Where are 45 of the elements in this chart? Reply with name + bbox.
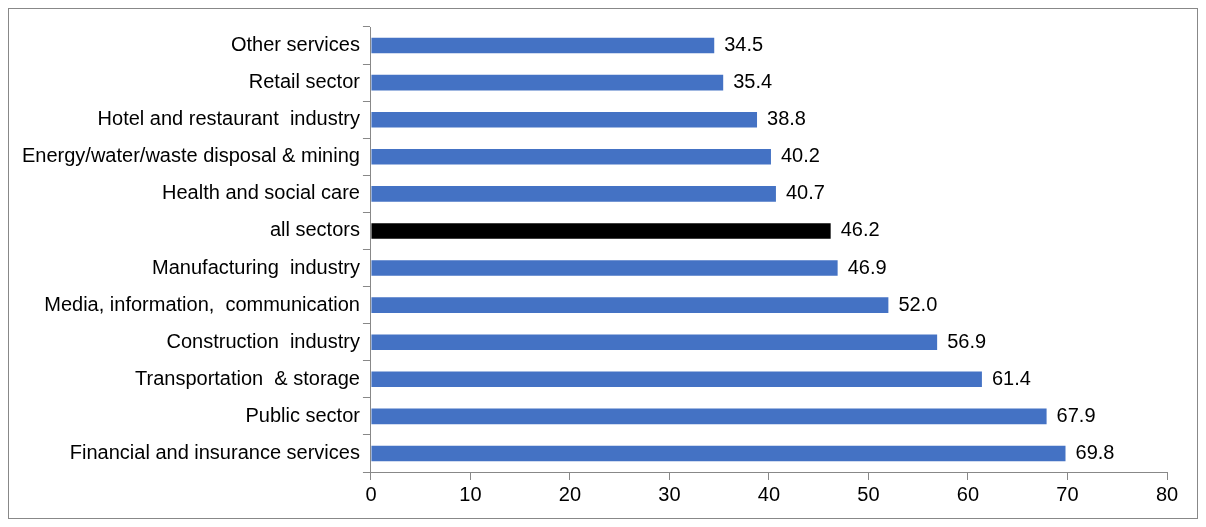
bar xyxy=(371,111,758,128)
bar xyxy=(371,260,838,276)
data-label: 46.9 xyxy=(847,255,887,278)
data-label: 40.2 xyxy=(780,144,820,167)
data-label: 52.0 xyxy=(898,292,938,315)
y-tick-label: Manufacturing industry xyxy=(152,255,360,278)
x-tick-label: 70 xyxy=(1056,482,1079,505)
y-tick-label: Public sector xyxy=(245,403,361,426)
x-tick-label: 0 xyxy=(365,482,377,505)
y-tick-label: Construction industry xyxy=(166,329,360,352)
bar xyxy=(371,334,938,350)
y-tick-label: all sectors xyxy=(269,218,360,241)
bar xyxy=(371,149,771,165)
data-label: 40.7 xyxy=(785,181,825,204)
x-tick-label: 40 xyxy=(757,482,781,505)
x-tick-label: 10 xyxy=(459,482,482,505)
y-tick-label: Financial and insurance services xyxy=(69,440,360,463)
data-label: 69.8 xyxy=(1075,440,1115,463)
y-tick-label: Hotel and restaurant industry xyxy=(97,107,360,130)
x-tick-label: 30 xyxy=(658,482,681,505)
x-tick-label: 20 xyxy=(558,482,582,505)
y-tick-label: Transportation & storage xyxy=(135,366,360,389)
bar xyxy=(371,445,1066,462)
y-tick-label: Health and social care xyxy=(162,181,360,204)
data-label: 46.2 xyxy=(840,218,880,241)
data-label: 34.5 xyxy=(724,33,764,56)
x-tick-label: 60 xyxy=(956,482,980,505)
bar xyxy=(371,186,776,202)
data-label: 61.4 xyxy=(991,366,1031,389)
data-label: 35.4 xyxy=(733,70,773,93)
x-tick-label: 80 xyxy=(1155,482,1179,505)
y-tick-label: Energy/water/waste disposal & mining xyxy=(21,144,360,167)
data-label: 38.8 xyxy=(767,107,806,130)
bar xyxy=(371,223,831,239)
bar xyxy=(371,37,715,54)
y-tick-label: Retail sector xyxy=(248,70,361,93)
data-label: 67.9 xyxy=(1056,403,1096,426)
bar xyxy=(371,74,724,91)
bar xyxy=(371,297,889,313)
y-tick-label: Other services xyxy=(231,33,360,56)
bar xyxy=(371,371,982,388)
x-tick-label: 50 xyxy=(857,482,880,505)
y-tick-label: Media, information, communication xyxy=(44,292,360,315)
data-label: 56.9 xyxy=(947,329,987,352)
bar xyxy=(371,408,1047,425)
